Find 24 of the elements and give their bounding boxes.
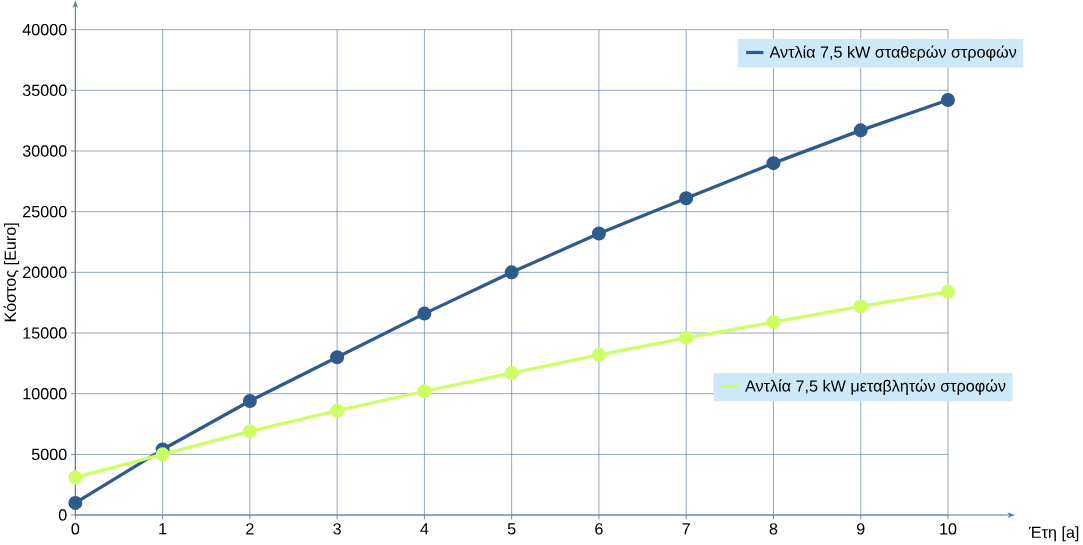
x-tick-label: 9: [856, 523, 865, 535]
x-tick-label: 8: [769, 523, 778, 535]
x-tick-label: 10: [940, 523, 957, 535]
x-tick-label: 4: [420, 523, 429, 535]
y-tick-label: 10000: [23, 388, 67, 400]
y-tick-label: 20000: [23, 266, 67, 279]
x-axis-title: Έτη [a]: [1028, 526, 1079, 542]
y-tick-label: 25000: [23, 206, 67, 218]
y-axis-title: Κόστος [Euro]: [3, 223, 20, 322]
x-tick-label: 3: [333, 523, 341, 535]
y-tick-label: 30000: [22, 145, 67, 157]
x-tick-label: 6: [595, 523, 603, 535]
y-tick-label: 0: [58, 509, 67, 521]
y-tick-label: 35000: [22, 84, 67, 97]
x-tick-label: 2: [246, 523, 254, 535]
x-tick-label: 1: [159, 523, 167, 535]
x-tick-label: 7: [682, 523, 690, 535]
y-tick-label: 5000: [31, 448, 67, 461]
x-tick-label: 0: [71, 523, 80, 535]
y-tick-label: 40000: [22, 24, 67, 36]
legend-label: Αντλία 7,5 kW σταθερών στροφών: [769, 45, 1017, 62]
legend-label: Αντλία 7,5 kW μεταβλητών στροφών: [745, 379, 1006, 395]
y-tick-label: 15000: [23, 327, 67, 339]
x-tick-label: 5: [507, 523, 516, 535]
